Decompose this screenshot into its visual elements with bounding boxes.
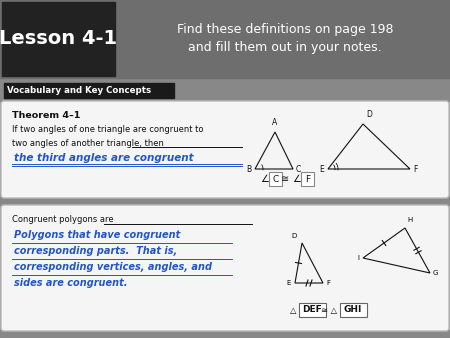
Text: F: F <box>413 165 418 173</box>
Text: D: D <box>366 110 372 119</box>
Text: E: E <box>287 280 291 286</box>
Text: GHI: GHI <box>344 306 362 314</box>
Text: ≅ △: ≅ △ <box>321 306 337 314</box>
Text: corresponding vertices, angles, and: corresponding vertices, angles, and <box>14 262 212 272</box>
Text: corresponding parts.  That is,: corresponding parts. That is, <box>14 246 177 256</box>
Bar <box>0 0 450 78</box>
Text: D: D <box>292 233 297 239</box>
Text: A: A <box>272 118 278 127</box>
Text: Find these definitions on page 198: Find these definitions on page 198 <box>177 23 393 35</box>
Text: and fill them out in your notes.: and fill them out in your notes. <box>188 41 382 53</box>
Text: Lesson 4-1: Lesson 4-1 <box>0 29 117 48</box>
Bar <box>299 303 326 317</box>
Text: △: △ <box>290 306 296 314</box>
Text: F: F <box>305 174 310 184</box>
Text: DEF: DEF <box>302 306 322 314</box>
Text: ∠: ∠ <box>292 174 301 184</box>
Bar <box>269 172 282 186</box>
Text: B: B <box>246 165 251 173</box>
Bar <box>2 2 115 76</box>
Text: I: I <box>357 255 359 261</box>
Text: Congruent polygons are: Congruent polygons are <box>12 216 113 224</box>
FancyBboxPatch shape <box>1 101 449 198</box>
Text: E: E <box>319 165 324 173</box>
Bar <box>340 303 367 317</box>
Text: ≅: ≅ <box>281 174 289 184</box>
Text: two angles of another triangle, then: two angles of another triangle, then <box>12 139 164 147</box>
Text: Theorem 4–1: Theorem 4–1 <box>12 112 81 121</box>
Text: Vocabulary and Key Concepts: Vocabulary and Key Concepts <box>7 86 151 95</box>
Text: ∠: ∠ <box>260 174 269 184</box>
Text: H: H <box>407 217 412 223</box>
FancyBboxPatch shape <box>1 205 449 331</box>
Text: Polygons that have congruent: Polygons that have congruent <box>14 230 180 240</box>
Text: C: C <box>272 174 279 184</box>
Text: If two angles of one triangle are congruent to: If two angles of one triangle are congru… <box>12 125 203 135</box>
Text: F: F <box>326 280 330 286</box>
Bar <box>257 170 337 188</box>
Text: sides are congruent.: sides are congruent. <box>14 278 127 288</box>
Text: C: C <box>296 165 301 173</box>
Bar <box>301 172 314 186</box>
Text: G: G <box>433 270 438 276</box>
Text: the third angles are congruent: the third angles are congruent <box>14 153 194 163</box>
Bar <box>4 83 174 98</box>
